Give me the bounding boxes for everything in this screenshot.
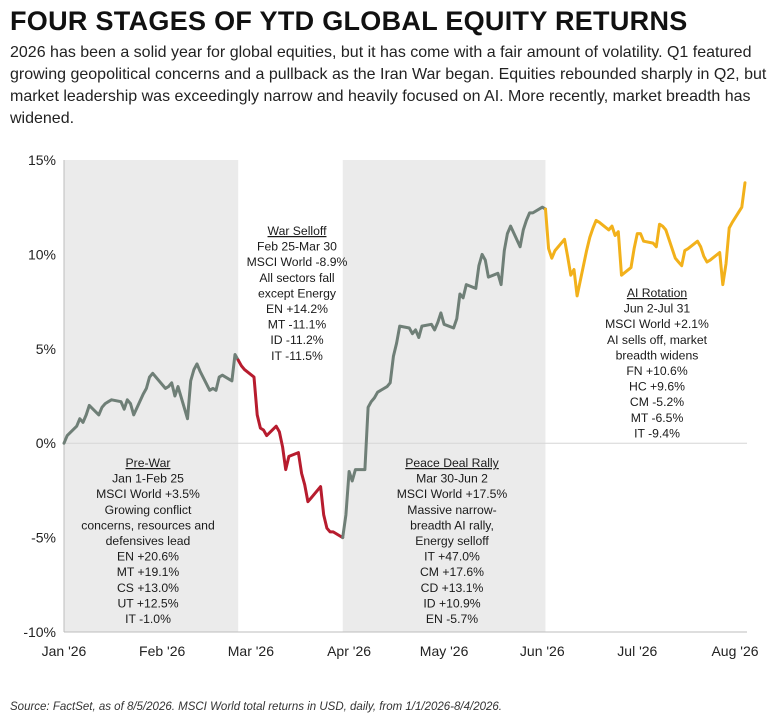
annotation-line: ID +10.9% <box>423 596 480 610</box>
series-line-war-selloff <box>236 358 345 540</box>
annotation-line: MT -6.5% <box>631 411 684 425</box>
annotation-line: EN +14.2% <box>266 302 328 316</box>
annotation-line: Feb 25-Mar 30 <box>257 240 337 254</box>
y-tick-label: 5% <box>36 341 56 357</box>
annotation-line: FN +10.6% <box>626 364 687 378</box>
x-tick-label: Feb '26 <box>139 643 185 659</box>
annotation-line: CD +13.1% <box>421 581 484 595</box>
annotation-line: breadth widens <box>616 348 699 362</box>
annotation-line: Growing conflict <box>105 503 192 517</box>
annotation-line: Mar 30-Jun 2 <box>416 472 488 486</box>
annotation-line: defensives lead <box>106 534 191 548</box>
annotation-title: Peace Deal Rally <box>405 456 499 470</box>
annotation-line: MT -11.1% <box>268 318 327 332</box>
chart-title: FOUR STAGES OF YTD GLOBAL EQUITY RETURNS <box>10 6 688 36</box>
annotation-line: Jan 1-Feb 25 <box>112 472 184 486</box>
y-tick-label: -10% <box>23 624 56 640</box>
x-tick-label: Mar '26 <box>228 643 274 659</box>
x-tick-label: May '26 <box>420 643 469 659</box>
y-tick-label: 15% <box>28 152 56 168</box>
y-tick-label: 0% <box>36 435 56 451</box>
annotation-line: CM +17.6% <box>420 565 484 579</box>
annotation-line: ID -11.2% <box>270 333 323 347</box>
annotation-line: IT -11.5% <box>271 349 323 363</box>
annotation-line: IT +47.0% <box>424 550 480 564</box>
axes: 15% 10% 5% 0% -5% -10% Jan '26 Feb '26 Mar '26 Ap… <box>23 152 758 659</box>
equity-returns-chart: 15% 10% 5% 0% -5% -10% Jan '26 Feb '26 Mar '26 Ap… <box>23 152 758 659</box>
annotation-line: UT +12.5% <box>117 596 178 610</box>
x-tick-label: Jul '26 <box>617 643 657 659</box>
annotation-line: CM -5.2% <box>630 395 684 409</box>
x-tick-label: Jan '26 <box>42 643 87 659</box>
annotation-line: Massive narrow- <box>407 503 496 517</box>
x-tick-label: Aug '26 <box>711 643 758 659</box>
annotation-title: Pre-War <box>126 456 171 470</box>
x-tick-label: Jun '26 <box>520 643 565 659</box>
y-tick-label: -5% <box>31 530 56 546</box>
x-tick-label: Apr '26 <box>327 643 371 659</box>
annotation-line: Jun 2-Jul 31 <box>624 302 691 316</box>
series-line-peace-rally <box>341 205 547 540</box>
annotation-line: concerns, resources and <box>81 518 214 532</box>
annotation-line: CS +13.0% <box>117 581 179 595</box>
annotation-line: HC +9.6% <box>629 380 685 394</box>
annotation-line: AI sells off, market <box>607 333 708 347</box>
annotation-line: MSCI World +2.1% <box>605 317 709 331</box>
annotation-line: EN +20.6% <box>117 550 179 564</box>
annotation-line: IT -1.0% <box>125 612 171 626</box>
annotation-line: MSCI World -8.9% <box>247 255 348 269</box>
series-line-pre-war <box>62 353 240 445</box>
annotation-line: Energy selloff <box>415 534 489 548</box>
annotation-line: MT +19.1% <box>117 565 180 579</box>
annotation-line: except Energy <box>258 286 337 300</box>
annotation-line: EN -5.7% <box>426 612 478 626</box>
chart-subtitle: 2026 has been a solid year for global eq… <box>10 44 767 127</box>
source-note: Source: FactSet, as of 8/5/2026. MSCI Wo… <box>10 701 502 713</box>
annotation-title: War Selloff <box>268 224 328 238</box>
annotation-line: MSCI World +17.5% <box>397 487 508 501</box>
annotation-line: MSCI World +3.5% <box>96 487 200 501</box>
y-tick-label: 10% <box>28 246 56 262</box>
annotation-line: breadth AI rally, <box>410 518 494 532</box>
shaded-period-1 <box>64 160 239 632</box>
series-line-ai-rotation <box>544 181 747 298</box>
annotation-line: IT -9.4% <box>634 426 680 440</box>
series-lines <box>62 181 747 540</box>
annotation-title: AI Rotation <box>627 286 687 300</box>
annotation-line: All sectors fall <box>259 271 334 285</box>
